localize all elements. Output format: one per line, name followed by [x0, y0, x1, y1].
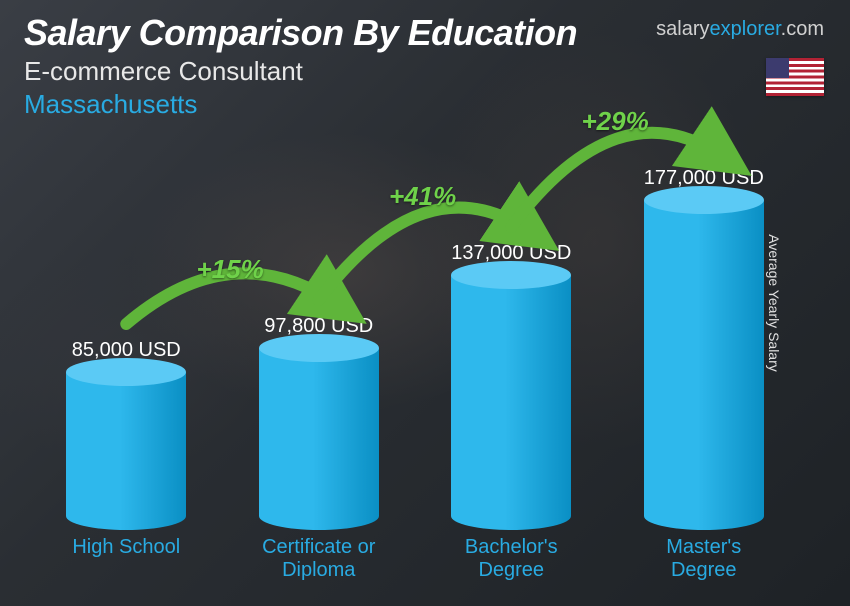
increase-pct: +15% — [197, 254, 264, 285]
location: Massachusetts — [24, 89, 826, 120]
bar — [644, 200, 764, 530]
job-title: E-commerce Consultant — [24, 56, 826, 87]
flag-icon — [766, 58, 824, 96]
bar-column: 85,000 USD — [30, 150, 223, 530]
bar — [259, 348, 379, 530]
infographic-container: Salary Comparison By Education E-commerc… — [0, 0, 850, 606]
bar-label: High School — [30, 530, 223, 559]
bar-front — [451, 275, 571, 530]
bar-front — [66, 372, 186, 530]
bar-front — [259, 348, 379, 530]
bar-label: Certificate orDiploma — [223, 530, 416, 582]
bar — [66, 372, 186, 530]
bar-label: Master'sDegree — [608, 530, 801, 582]
brand-logo: salaryexplorer.com — [656, 18, 824, 41]
salary-chart: 85,000 USD97,800 USD137,000 USD177,000 U… — [30, 150, 800, 586]
bar-label: Bachelor'sDegree — [415, 530, 608, 582]
bar-column: 177,000 USD — [608, 150, 801, 530]
increase-pct: +29% — [582, 106, 649, 137]
bar-top — [259, 334, 379, 362]
brand-prefix: salary — [656, 18, 709, 40]
increase-pct: +41% — [389, 181, 456, 212]
bar-column: 97,800 USD — [223, 150, 416, 530]
chart-labels: High SchoolCertificate orDiplomaBachelor… — [30, 530, 800, 586]
bar — [451, 275, 571, 530]
bar-front — [644, 200, 764, 530]
bar-top — [66, 358, 186, 386]
bar-top — [644, 186, 764, 214]
bar-top — [451, 261, 571, 289]
brand-accent: explorer — [710, 18, 781, 40]
brand-suffix: .com — [781, 18, 824, 40]
